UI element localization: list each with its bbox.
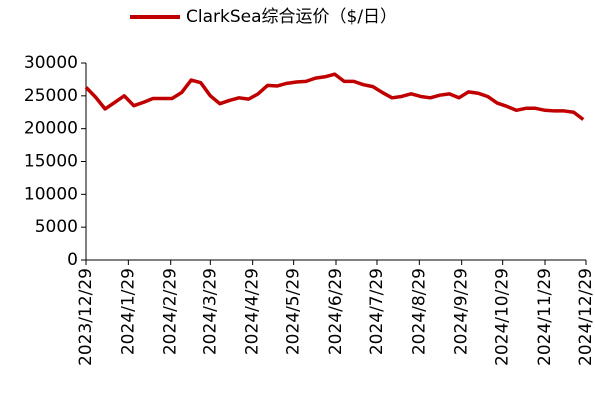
x-tick-label: 2023/12/29 xyxy=(76,268,96,366)
legend-label: ClarkSea综合运价（$/日） xyxy=(186,7,397,27)
y-tick-label: 30000 xyxy=(24,53,78,73)
line-series xyxy=(84,72,585,121)
x-tick-label: 2024/8/29 xyxy=(409,268,429,355)
x-tick-label: 2024/3/29 xyxy=(200,268,220,355)
y-tick-label: 0 xyxy=(67,250,78,270)
x-tick-label: 2024/11/29 xyxy=(535,268,555,366)
x-tick-label: 2024/4/29 xyxy=(243,268,263,355)
y-tick-label: 20000 xyxy=(24,119,78,139)
x-tick-label: 2024/5/29 xyxy=(284,268,304,355)
x-tick-label: 2024/2/29 xyxy=(161,268,181,355)
y-tick-label: 15000 xyxy=(24,152,78,172)
x-tick-label: 2024/9/29 xyxy=(452,268,472,355)
x-tick-label: 2024/1/29 xyxy=(118,268,138,355)
y-tick-label: 25000 xyxy=(24,86,78,106)
x-tick-label: 2024/10/29 xyxy=(493,268,513,366)
y-tick-label: 5000 xyxy=(35,217,78,237)
x-tick-label: 2024/6/29 xyxy=(326,268,346,355)
x-tick-label: 2024/12/29 xyxy=(576,268,595,366)
x-tick-label: 2024/7/29 xyxy=(367,268,387,355)
y-tick-label: 10000 xyxy=(24,184,78,204)
